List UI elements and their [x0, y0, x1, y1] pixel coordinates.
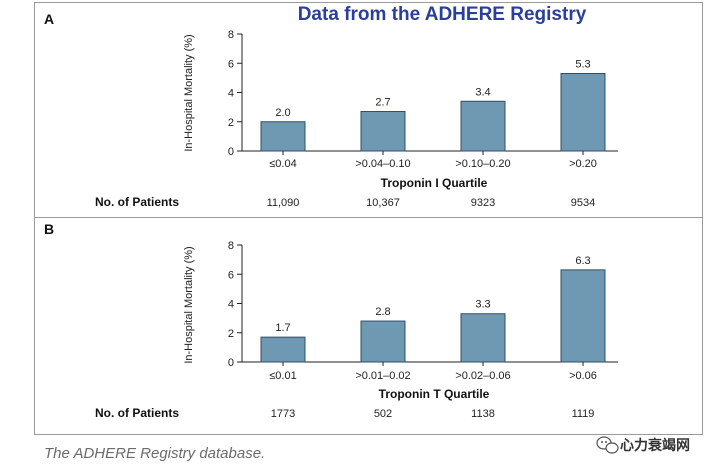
panel-b-patients-value: 1773 [271, 408, 295, 420]
panel-a-patients-value: 9323 [471, 197, 495, 209]
panel-a-y-tick-label: 8 [228, 29, 234, 41]
panel-a-y-tick-label: 2 [228, 117, 234, 129]
panel-b-patients: 1773 502 1138 1119 [271, 408, 595, 420]
panel-a-patients-value: 10,367 [366, 197, 400, 209]
panel-a-data-label: 2.7 [375, 97, 390, 109]
panel-a-patients: 11,090 10,367 9323 9534 [267, 197, 596, 209]
panel-a-patients-label: No. of Patients [95, 195, 179, 209]
panel-b-patients-value: 502 [374, 408, 392, 420]
panel-b-category-label: >0.01–0.02 [355, 370, 410, 382]
panel-b-data-label: 1.7 [275, 322, 290, 334]
panel-b-patients-label: No. of Patients [95, 406, 179, 420]
panel-a-category-label: >0.10–0.20 [455, 158, 510, 170]
figure-caption: The ADHERE Registry database. [44, 445, 265, 462]
panel-b-patients-value: 1138 [471, 408, 495, 420]
watermark: 心力衰竭网 [596, 436, 690, 454]
panel-a-data-label: 2.0 [275, 107, 290, 119]
watermark-text: 心力衰竭网 [620, 437, 690, 454]
panel-b-y-tick-label: 2 [228, 328, 234, 340]
panel-b-letter: B [44, 221, 54, 237]
panel-b-category-label: >0.06 [569, 370, 597, 382]
panel-a-data-label: 3.4 [475, 86, 490, 98]
panel-b-xlabel: Troponin T Quartile [379, 387, 490, 401]
panel-b-y-tick-label: 4 [228, 299, 234, 311]
panel-b-category-label: ≤0.01 [269, 370, 296, 382]
wechat-icon [596, 436, 619, 454]
panel-b-data-label: 3.3 [475, 299, 490, 311]
panel-a-y-tick-label: 6 [228, 58, 234, 70]
figure-border [34, 2, 703, 435]
panel-a-bar [360, 111, 406, 152]
panel-b-ylabel: In-Hospital Mortality (%) [183, 246, 195, 363]
panel-a-bar [560, 72, 606, 152]
panel-a-axes: 0 2 4 6 8 2.0 ≤0.04 2.7 >0.04–0.10 3.4 >0.10–0.20 5… [228, 29, 618, 170]
panel-a-category-label: >0.04–0.10 [355, 158, 410, 170]
panel-a-xlabel: Troponin I Quartile [381, 176, 488, 190]
panel-b-y-tick-label: 8 [228, 240, 234, 252]
panel-a-category-label: ≤0.04 [269, 158, 296, 170]
panel-a-data-label: 5.3 [575, 58, 590, 70]
panel-b-axes: 0 2 4 6 8 1.7 ≤0.01 2.8 >0.01–0.02 3.3 >0.02–0.06 6… [228, 240, 618, 382]
panel-b-bar [260, 336, 306, 363]
panel-a: A 0 2 4 6 8 2.0 ≤0.04 2.7 >0.04–0.10 3.4 >0.10–0.2… [44, 11, 618, 209]
panel-a-category-label: >0.20 [569, 158, 597, 170]
panel-a-letter: A [44, 11, 54, 27]
panel-b-data-label: 2.8 [375, 306, 390, 318]
panel-a-patients-value: 11,090 [267, 197, 300, 209]
panel-b: B 0 2 4 6 8 1.7 ≤0.01 2.8 >0.01–0.02 3.3 >0.02–0.0… [44, 221, 618, 420]
figure-title: Data from the ADHERE Registry [298, 4, 587, 25]
panel-a-y-tick-label: 4 [228, 88, 234, 100]
panel-b-bar [460, 313, 506, 363]
panel-a-patients-value: 9534 [571, 197, 595, 209]
panel-b-bar [360, 320, 406, 363]
panel-b-patients-value: 1119 [572, 408, 595, 420]
panel-b-category-label: >0.02–0.06 [455, 370, 510, 382]
panel-b-y-tick-label: 0 [228, 357, 234, 369]
panel-b-bar [560, 269, 606, 363]
panel-a-ylabel: In-Hospital Mortality (%) [183, 34, 195, 151]
panel-a-y-tick-label: 0 [228, 146, 234, 158]
panel-a-bar [260, 121, 306, 152]
panel-b-y-tick-label: 6 [228, 269, 234, 281]
panel-b-data-label: 6.3 [575, 255, 590, 267]
panel-a-bar [460, 100, 506, 152]
